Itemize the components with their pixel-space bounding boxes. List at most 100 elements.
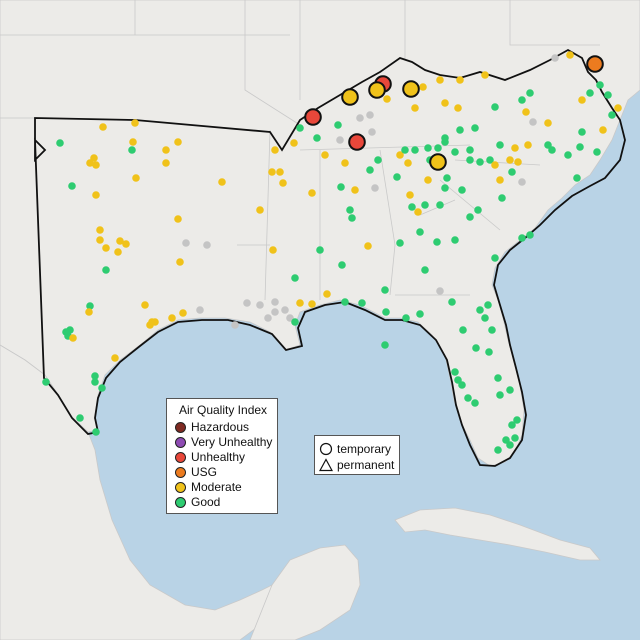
sensor-marker-good[interactable] — [596, 81, 604, 89]
sensor-marker-moderate[interactable] — [496, 176, 504, 184]
sensor-marker-good[interactable] — [451, 368, 459, 376]
sensor-marker-good[interactable] — [471, 124, 479, 132]
sensor-marker-nodata[interactable] — [196, 306, 204, 314]
sensor-marker-good[interactable] — [411, 146, 419, 154]
sensor-marker-good[interactable] — [488, 326, 496, 334]
sensor-marker-moderate[interactable] — [99, 123, 107, 131]
sensor-marker-good[interactable] — [416, 310, 424, 318]
sensor-marker-moderate[interactable] — [131, 119, 139, 127]
sensor-marker-good[interactable] — [456, 126, 464, 134]
sensor-marker-good[interactable] — [316, 246, 324, 254]
sensor-marker-moderate[interactable] — [514, 158, 522, 166]
sensor-marker-moderate[interactable] — [168, 314, 176, 322]
sensor-marker-moderate[interactable] — [174, 138, 182, 146]
sensor-marker-moderate[interactable] — [276, 168, 284, 176]
sensor-marker-good[interactable] — [518, 96, 526, 104]
sensor-marker-good[interactable] — [476, 306, 484, 314]
sensor-marker-moderate[interactable] — [69, 334, 77, 342]
sensor-marker-moderate[interactable] — [162, 159, 170, 167]
sensor-marker-nodata[interactable] — [182, 239, 190, 247]
sensor-marker-nodata[interactable] — [356, 114, 364, 122]
sensor-marker-good[interactable] — [513, 416, 521, 424]
sensor-marker-moderate[interactable] — [578, 96, 586, 104]
sensor-marker-good[interactable] — [338, 261, 346, 269]
sensor-marker-nodata[interactable] — [203, 241, 211, 249]
sensor-marker-good[interactable] — [454, 376, 462, 384]
sensor-marker-moderate[interactable] — [599, 126, 607, 134]
sensor-marker-good[interactable] — [526, 89, 534, 97]
sensor-marker-moderate[interactable] — [174, 215, 182, 223]
temporary-monitor-moderate[interactable] — [429, 153, 447, 171]
sensor-marker-moderate[interactable] — [454, 104, 462, 112]
sensor-marker-moderate[interactable] — [290, 139, 298, 147]
sensor-marker-good[interactable] — [491, 103, 499, 111]
sensor-marker-moderate[interactable] — [218, 178, 226, 186]
sensor-marker-good[interactable] — [381, 286, 389, 294]
sensor-marker-good[interactable] — [508, 421, 516, 429]
sensor-marker-good[interactable] — [91, 372, 99, 380]
sensor-marker-good[interactable] — [476, 158, 484, 166]
sensor-marker-good[interactable] — [498, 194, 506, 202]
sensor-marker-good[interactable] — [381, 341, 389, 349]
sensor-marker-good[interactable] — [441, 134, 449, 142]
sensor-marker-moderate[interactable] — [256, 206, 264, 214]
sensor-marker-good[interactable] — [526, 231, 534, 239]
sensor-marker-good[interactable] — [466, 146, 474, 154]
sensor-marker-good[interactable] — [341, 298, 349, 306]
sensor-marker-good[interactable] — [337, 183, 345, 191]
sensor-marker-moderate[interactable] — [406, 191, 414, 199]
sensor-marker-good[interactable] — [408, 203, 416, 211]
temporary-monitor-moderate[interactable] — [341, 88, 359, 106]
sensor-marker-good[interactable] — [496, 141, 504, 149]
sensor-marker-moderate[interactable] — [383, 95, 391, 103]
sensor-marker-good[interactable] — [92, 428, 100, 436]
sensor-marker-moderate[interactable] — [396, 151, 404, 159]
sensor-marker-good[interactable] — [576, 143, 584, 151]
sensor-marker-moderate[interactable] — [132, 174, 140, 182]
sensor-marker-good[interactable] — [424, 144, 432, 152]
sensor-marker-good[interactable] — [484, 301, 492, 309]
sensor-marker-good[interactable] — [608, 111, 616, 119]
sensor-marker-good[interactable] — [506, 386, 514, 394]
sensor-marker-good[interactable] — [593, 148, 601, 156]
sensor-marker-good[interactable] — [416, 228, 424, 236]
sensor-marker-moderate[interactable] — [114, 248, 122, 256]
sensor-marker-good[interactable] — [291, 274, 299, 282]
sensor-marker-moderate[interactable] — [323, 290, 331, 298]
sensor-marker-moderate[interactable] — [96, 226, 104, 234]
sensor-marker-good[interactable] — [548, 146, 556, 154]
sensor-marker-moderate[interactable] — [102, 244, 110, 252]
sensor-marker-good[interactable] — [128, 146, 136, 154]
sensor-marker-good[interactable] — [604, 91, 612, 99]
sensor-marker-good[interactable] — [421, 266, 429, 274]
sensor-marker-moderate[interactable] — [524, 141, 532, 149]
sensor-marker-nodata[interactable] — [336, 136, 344, 144]
sensor-marker-good[interactable] — [334, 121, 342, 129]
sensor-marker-nodata[interactable] — [368, 128, 376, 136]
sensor-marker-good[interactable] — [402, 314, 410, 322]
sensor-marker-moderate[interactable] — [481, 71, 489, 79]
sensor-marker-good[interactable] — [421, 201, 429, 209]
sensor-marker-nodata[interactable] — [256, 301, 264, 309]
sensor-marker-moderate[interactable] — [92, 161, 100, 169]
sensor-marker-good[interactable] — [436, 201, 444, 209]
sensor-marker-good[interactable] — [459, 326, 467, 334]
sensor-marker-moderate[interactable] — [129, 138, 137, 146]
sensor-marker-moderate[interactable] — [404, 159, 412, 167]
sensor-marker-good[interactable] — [494, 374, 502, 382]
sensor-marker-good[interactable] — [471, 399, 479, 407]
sensor-marker-moderate[interactable] — [456, 76, 464, 84]
sensor-marker-good[interactable] — [451, 148, 459, 156]
sensor-marker-nodata[interactable] — [264, 314, 272, 322]
temporary-monitor-moderate[interactable] — [368, 81, 386, 99]
sensor-marker-moderate[interactable] — [614, 104, 622, 112]
sensor-marker-moderate[interactable] — [92, 191, 100, 199]
sensor-marker-good[interactable] — [506, 441, 514, 449]
sensor-marker-moderate[interactable] — [269, 246, 277, 254]
sensor-marker-good[interactable] — [494, 446, 502, 454]
sensor-marker-moderate[interactable] — [321, 151, 329, 159]
sensor-marker-moderate[interactable] — [271, 146, 279, 154]
sensor-marker-moderate[interactable] — [141, 301, 149, 309]
sensor-marker-good[interactable] — [358, 299, 366, 307]
sensor-marker-good[interactable] — [441, 184, 449, 192]
